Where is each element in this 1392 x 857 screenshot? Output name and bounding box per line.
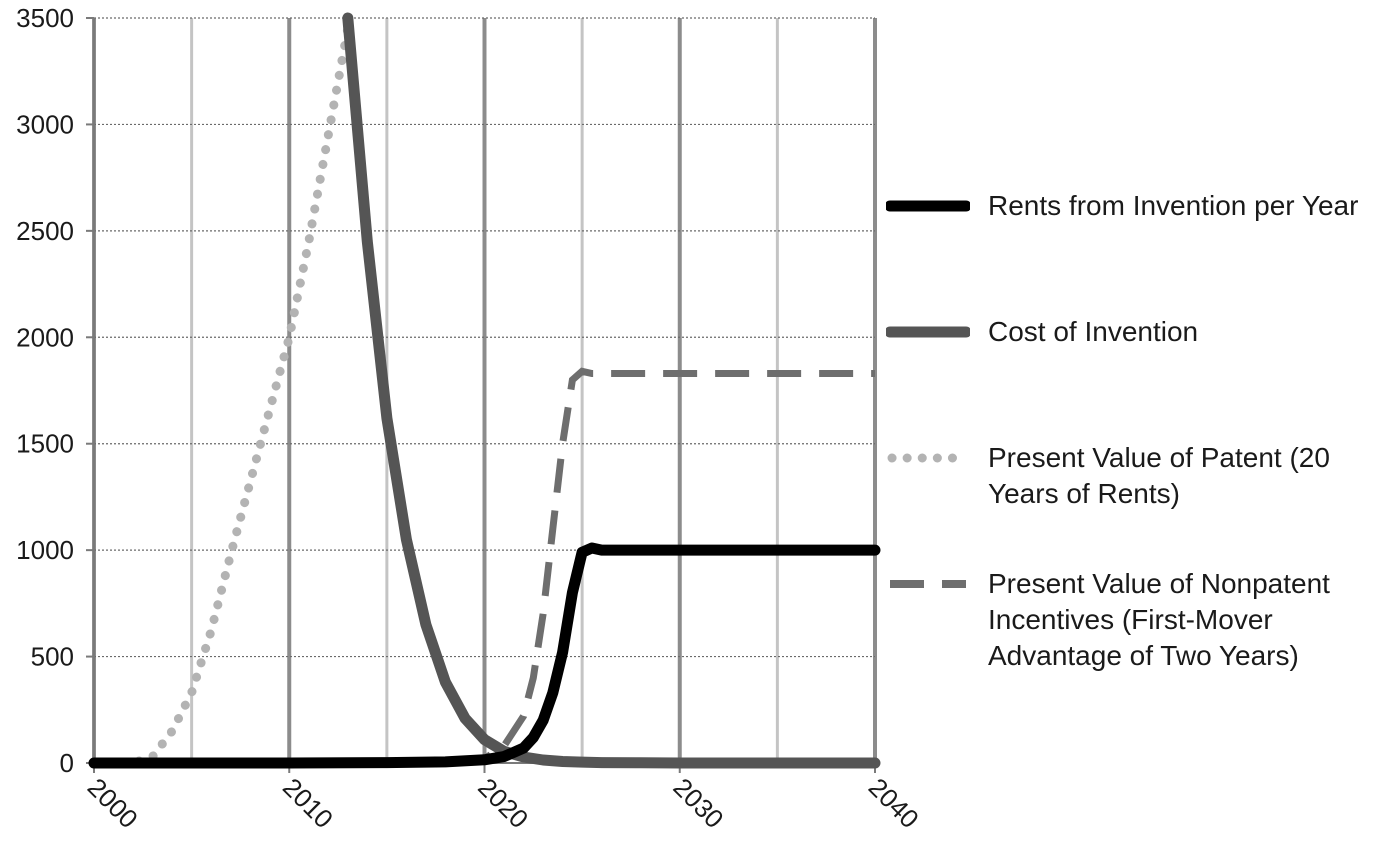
- series-line-2: [89, 24, 353, 768]
- x-tick-label-2030: 2030: [668, 772, 730, 834]
- y-tick-label-0: 0: [60, 748, 74, 778]
- series-layer: [88, 12, 881, 769]
- y-tick-labels: 0 500 1000 1500 2000 2500 3000 3500: [16, 3, 74, 778]
- legend-label-nonpatent: Present Value of Nonpatent Incentives (F…: [988, 568, 1330, 671]
- grid-layer: [92, 17, 877, 763]
- x-tick-label-2020: 2020: [472, 772, 534, 834]
- series-line-1: [342, 12, 881, 769]
- legend-label-patent: Present Value of Patent (20 Years of Ren…: [988, 442, 1330, 509]
- x-tick-labels: 2000 2010 2020 2030 2040: [82, 772, 925, 834]
- legend-swatch-patent: [887, 453, 970, 463]
- series-line-3: [94, 367, 875, 767]
- series-line-0: [88, 542, 881, 769]
- x-tick-label-2010: 2010: [277, 772, 339, 834]
- y-tick-label-2000: 2000: [16, 322, 74, 352]
- x-tick-label-2000: 2000: [82, 772, 144, 834]
- y-tick-label-3500: 3500: [16, 3, 74, 33]
- y-tick-label-2500: 2500: [16, 216, 74, 246]
- y-tick-label-3000: 3000: [16, 109, 74, 139]
- legend-label-cost: Cost of Invention: [988, 316, 1199, 347]
- legend-label-rents: Rents from Invention per Year: [988, 190, 1359, 221]
- legend-swatch-rents: [886, 200, 970, 212]
- legend-swatch-nonpatent: [890, 580, 966, 588]
- x-tick-label-2040: 2040: [863, 772, 925, 834]
- y-tick-label-1000: 1000: [16, 535, 74, 565]
- legend-swatch-cost: [886, 326, 970, 338]
- y-tick-label-1500: 1500: [16, 429, 74, 459]
- y-tick-label-500: 500: [31, 642, 74, 672]
